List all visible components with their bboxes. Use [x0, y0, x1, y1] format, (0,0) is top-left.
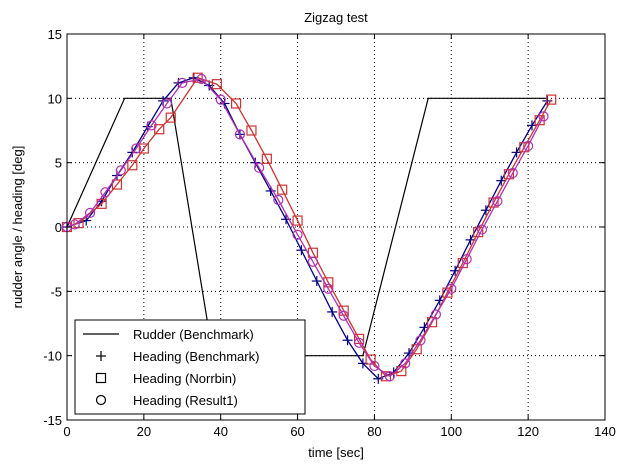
data-point-square — [246, 125, 257, 136]
data-point-circle — [492, 196, 503, 207]
data-point-circle — [400, 358, 411, 369]
y-tick-label: -15 — [43, 413, 62, 428]
data-point-square — [442, 287, 453, 298]
data-point-circle — [215, 94, 226, 105]
data-point-circle — [161, 98, 173, 109]
legend: Rudder (Benchmark) Heading (Benchmark) Hea… — [74, 319, 306, 415]
data-point-circle — [177, 77, 188, 88]
data-point-plus — [327, 306, 338, 317]
data-point-circle — [430, 309, 442, 320]
data-point-circle — [369, 360, 380, 372]
y-tick-label: -10 — [43, 349, 62, 364]
data-point-circle — [292, 229, 303, 240]
data-point-circle — [523, 140, 534, 152]
legend-entry-label: Heading (Benchmark) — [133, 349, 259, 364]
data-point-circle — [415, 335, 426, 346]
heading-line — [66, 76, 548, 380]
legend-swatch-circle — [95, 394, 107, 406]
data-point-plus — [296, 245, 307, 256]
data-point-square — [138, 143, 149, 154]
data-point-plus — [526, 120, 537, 131]
data-point-square — [165, 112, 176, 123]
data-point-square — [261, 153, 272, 164]
data-point-plus — [342, 335, 353, 346]
data-point-plus — [511, 147, 522, 158]
data-point-circle — [273, 194, 284, 206]
data-point-circle — [115, 165, 126, 176]
legend-swatch-plus — [96, 351, 106, 361]
data-point-square — [323, 277, 334, 288]
data-point-circle — [353, 337, 365, 348]
x-axis-label: time [sec] — [308, 445, 364, 460]
data-point-square — [546, 94, 557, 105]
data-point-plus — [311, 276, 322, 287]
x-tick-label: 80 — [367, 424, 381, 439]
x-tick-label: 120 — [517, 424, 539, 439]
y-tick-label: 5 — [55, 156, 62, 171]
data-point-square — [292, 215, 303, 226]
x-tick-label: 140 — [594, 424, 616, 439]
data-point-circle — [146, 120, 157, 131]
legend-entry-label: Heading (Result1) — [133, 393, 238, 408]
heading-line — [66, 76, 552, 378]
data-point-circle — [254, 162, 265, 173]
data-point-circle — [131, 143, 142, 154]
x-tick-label: 0 — [63, 424, 70, 439]
data-point-circle — [69, 219, 80, 230]
data-point-square — [277, 184, 288, 195]
y-tick-label: 0 — [55, 220, 62, 235]
x-tick-label: 40 — [213, 424, 227, 439]
y-axis-label: rudder angle / heading [deg] — [10, 146, 25, 309]
data-point-circle — [461, 254, 472, 265]
x-tick-label: 20 — [137, 424, 151, 439]
data-point-circle — [446, 283, 457, 294]
series-3 — [61, 72, 557, 382]
series-4 — [61, 73, 549, 382]
data-point-circle — [338, 310, 349, 321]
data-point-circle — [538, 111, 549, 122]
data-point-square — [411, 344, 422, 355]
data-point-plus — [127, 147, 138, 158]
data-point-circle — [196, 73, 207, 85]
legend-swatch-square — [95, 372, 107, 384]
data-point-circle — [507, 167, 518, 179]
data-point-circle — [234, 129, 246, 140]
data-point-square — [211, 79, 222, 90]
data-point-circle — [476, 224, 488, 235]
data-point-square — [111, 179, 123, 190]
data-point-square — [230, 98, 242, 109]
y-tick-label: -5 — [50, 284, 62, 299]
data-point-circle — [100, 187, 111, 198]
y-tick-label: 15 — [48, 27, 62, 42]
data-point-circle — [384, 371, 395, 382]
ticks: 0 20 40 60 80 100 120 140 -15 -10 -5 0 5 10 15 — [43, 27, 616, 439]
chart-title: Zigzag test — [304, 10, 368, 25]
x-tick-label: 60 — [290, 424, 304, 439]
data-point-square — [127, 160, 138, 171]
data-point-circle — [84, 207, 96, 218]
data-point-circle — [307, 256, 319, 267]
data-point-circle — [323, 283, 334, 294]
heading-line — [66, 78, 545, 378]
data-point-plus — [496, 175, 507, 186]
legend-entry-label: Rudder (Benchmark) — [133, 327, 254, 342]
legend-box — [74, 319, 306, 415]
legend-entry-label: Heading (Norrbin) — [133, 371, 236, 386]
x-tick-label: 100 — [440, 424, 462, 439]
y-tick-label: 10 — [48, 91, 62, 106]
